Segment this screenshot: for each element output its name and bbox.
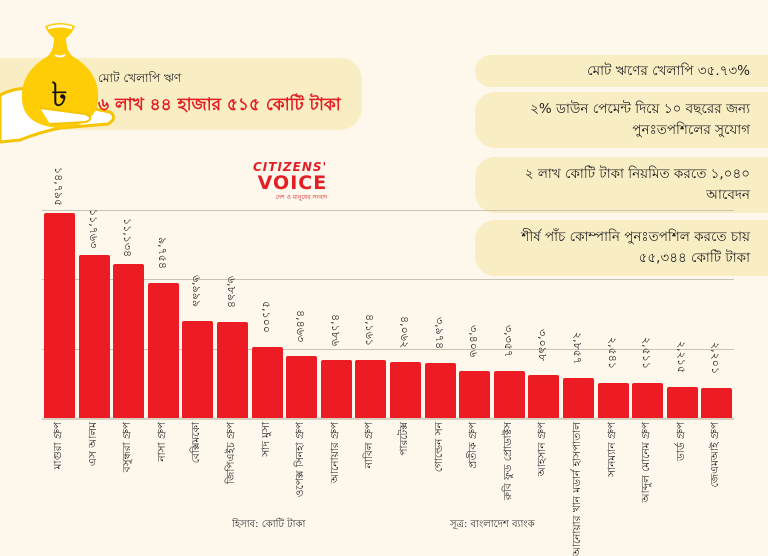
bar-value-label: ৩,০৯৮ xyxy=(536,329,549,362)
category-label: সাদ মুসা xyxy=(260,422,272,457)
bar-value-label: ২,২০১ xyxy=(709,342,722,375)
bar xyxy=(321,360,352,418)
category-label: প্রতীক গ্রুপ xyxy=(467,422,479,469)
category-label: রুবি ফুড প্রোডাক্টস xyxy=(502,422,514,501)
total-default-value: ৬ লাখ ৪৪ হাজার ৫১৫ কোটি টাকা xyxy=(98,95,341,115)
category-label: ডার্ড গ্রুপ xyxy=(675,422,687,461)
bar-value-label: ৬,৮৯৪ xyxy=(225,276,238,309)
category-label: পারটেক্স xyxy=(398,422,410,456)
gridline xyxy=(42,279,734,280)
bar-value-label: ৪,১৬১ xyxy=(363,314,376,347)
bar xyxy=(701,388,732,418)
gridline xyxy=(42,349,734,350)
bar-value-label: ৫,১০০ xyxy=(260,301,273,334)
bar xyxy=(390,362,421,418)
bar-value-label: ৩,৩৫৭ xyxy=(502,325,515,358)
svg-text:৳: ৳ xyxy=(51,75,68,115)
logo-line1: CITIZENS' xyxy=(253,160,328,174)
bar xyxy=(44,213,75,418)
x-axis xyxy=(42,418,734,420)
bar-value-label: ৩,৪০৬ xyxy=(467,325,480,358)
money-bag-icon: ৳ xyxy=(0,23,115,144)
unit-note: হিসাব: কোটি টাকা xyxy=(232,519,306,530)
category-label: সানম্যান গ্রুপ xyxy=(606,422,618,477)
category-label: মাগুরা গ্রুপ xyxy=(52,422,64,470)
bar-value-label: ৩,৯৭৪ xyxy=(433,317,446,350)
bar-value-label: ৪,১৮৬ xyxy=(329,314,342,347)
bar-value-label: ১১,৭৬৩ xyxy=(87,209,100,249)
bar-value-label: ২,৫১১ xyxy=(640,337,653,370)
source-note: সূত্র: বাংলাদেশ ব্যাংক xyxy=(450,519,535,530)
bar-value-label: ২,৫৪১ xyxy=(606,337,619,370)
bar xyxy=(355,360,386,418)
bar-value-label: ৬,৯৯৯ xyxy=(190,275,203,308)
category-label: আহসান গ্রুপ xyxy=(536,422,548,477)
highlight-applications: ২ লাখ কোটি টাকা নিয়মিত করতে ১,০৪০ আবেদন xyxy=(475,157,768,213)
category-label: আব্দুল মোনেম গ্রুপ xyxy=(640,422,652,503)
bar xyxy=(598,383,629,418)
bar xyxy=(528,375,559,418)
bar-value-label: ৪,৪৬৩ xyxy=(294,310,307,343)
citizens-voice-logo: CITIZENS' VOICE দেশ ও মানুষের সংবাদ xyxy=(253,160,327,203)
bar xyxy=(148,283,179,418)
bar xyxy=(113,264,144,418)
bar xyxy=(252,347,283,418)
bar xyxy=(286,356,317,418)
category-label: এস আলম xyxy=(87,422,99,467)
gridline xyxy=(42,210,734,211)
logo-tagline: দেশ ও মানুষের সংবাদ xyxy=(275,194,328,201)
category-label: আনোয়ার খান মডার্ন হাসপাতাল xyxy=(571,422,583,556)
bar xyxy=(459,371,490,418)
bar-value-label: ১১,১৩৪ xyxy=(121,218,134,258)
bar xyxy=(563,378,594,418)
bar-value-label: ৪,০৬২ xyxy=(398,316,411,349)
logo-line2: VOICE xyxy=(257,172,328,194)
bar xyxy=(425,363,456,418)
bar-value-label: ২,২১৫ xyxy=(675,341,688,374)
bar xyxy=(667,387,698,418)
bar xyxy=(79,255,110,418)
category-label: আনোয়ার গ্রুপ xyxy=(329,422,341,484)
bar xyxy=(632,383,663,418)
category-label: বেক্সিমকো xyxy=(190,422,202,464)
bar xyxy=(494,371,525,418)
highlight-reschedule-offer: ২% ডাউন পেমেন্ট দিয়ে ১০ বছরের জন্য পুনঃ… xyxy=(475,92,768,148)
category-label: নাবিল গ্রুপ xyxy=(363,422,375,469)
bar-value-label: ২,৮৫৭ xyxy=(571,332,584,365)
category-label: গোল্ডেন সন xyxy=(433,422,445,473)
total-default-label: মোট খেলাপি ঋণ xyxy=(98,71,182,85)
category-label: জিপিএইচ গ্রুপ xyxy=(225,422,237,485)
bar xyxy=(182,321,213,418)
category-label: জেএমআই গ্রুপ xyxy=(709,422,721,488)
highlight-default-rate: মোট ঋণের খেলাপি ৩৫.৭৩% xyxy=(475,55,768,87)
bar-value-label: ৯,৭৫৪ xyxy=(156,237,169,270)
category-label: নাসা গ্রুপ xyxy=(156,422,168,462)
highlight-top-five: শীর্ষ পাঁচ কোম্পানি পুনঃতপশিল করতে চায় … xyxy=(475,220,768,276)
category-label: ওপেক্স সিনহা গ্রুপ xyxy=(294,422,306,498)
bar-value-label: ১৪,৭৯৫ xyxy=(52,167,65,207)
category-label: বসুন্ধরা গ্রুপ xyxy=(121,422,133,473)
bar xyxy=(217,322,248,418)
